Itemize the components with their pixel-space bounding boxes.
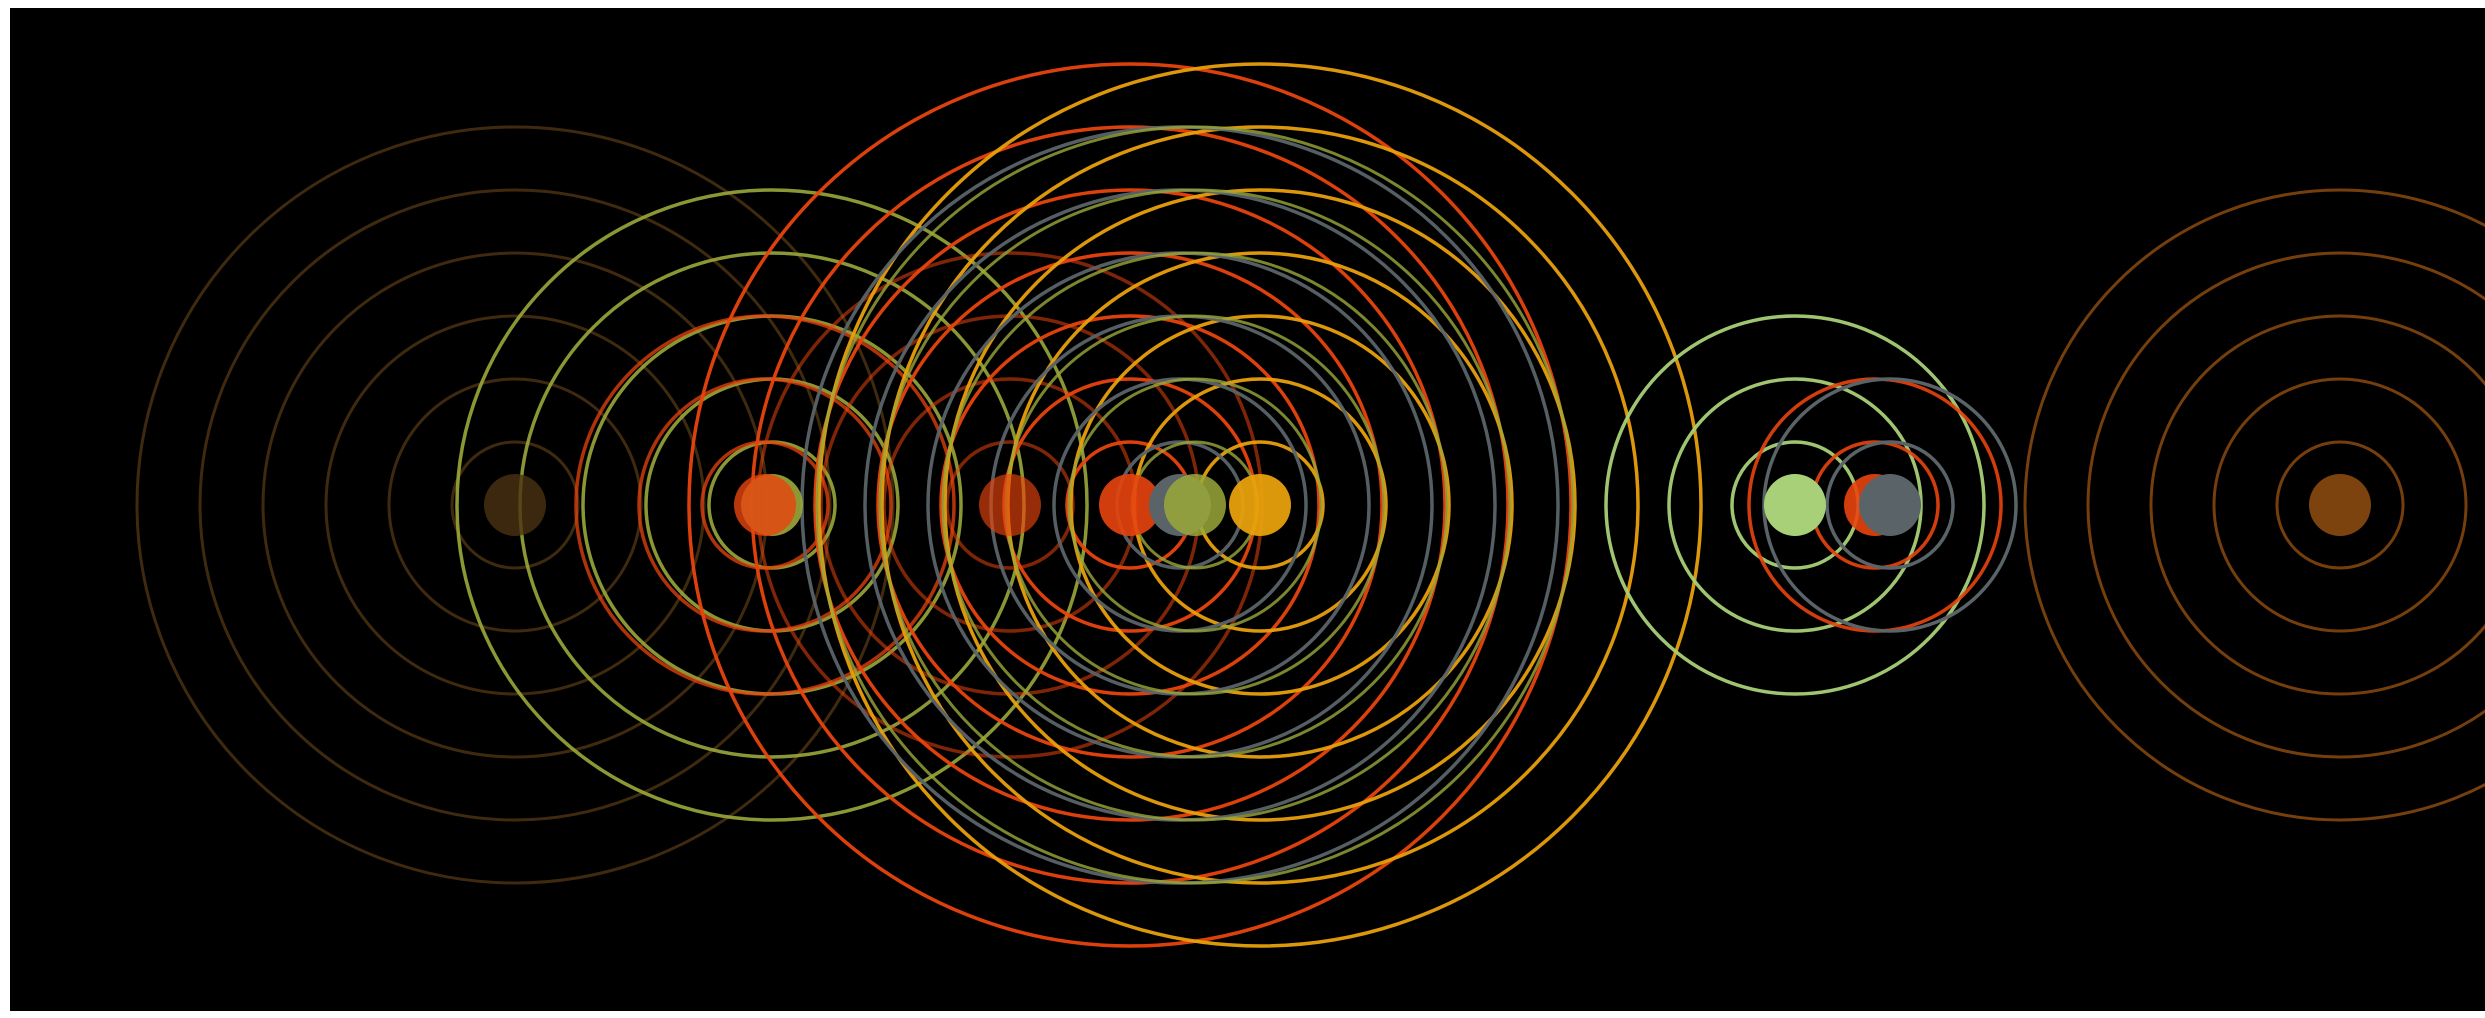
ring-g4-1 <box>945 440 1075 570</box>
ring-g8-4 <box>941 251 1449 759</box>
ring-g1-1 <box>450 440 580 570</box>
ring-g6-6 <box>880 125 1640 885</box>
ring-g1-2 <box>387 377 643 633</box>
center-dot-g1 <box>484 474 546 536</box>
ring-g3-3 <box>574 314 956 696</box>
ring-g5-5 <box>813 188 1447 822</box>
ring-g1-6 <box>135 125 895 885</box>
ring-group-g8 <box>815 125 1575 885</box>
ring-g5-4 <box>876 251 1384 759</box>
ring-g8-6 <box>815 125 1575 885</box>
ring-g6-3 <box>1069 314 1451 696</box>
ring-g6-5 <box>943 188 1577 822</box>
center-dot-g4 <box>979 474 1041 536</box>
ring-g12-5 <box>2023 188 2485 822</box>
center-dot-g3 <box>734 474 796 536</box>
ring-g1-5 <box>198 188 832 822</box>
dots-layer <box>484 474 2371 536</box>
ring-g11-1 <box>1825 440 1955 570</box>
center-dot-g11 <box>1859 474 1921 536</box>
ring-g2-5 <box>455 188 1089 822</box>
ring-g8-2 <box>1067 377 1323 633</box>
ring-g8-5 <box>878 188 1512 822</box>
ring-g12-1 <box>2275 440 2405 570</box>
ring-g12-4 <box>2086 251 2485 759</box>
ring-g9-3 <box>1604 314 1986 696</box>
concentric-circles-artwork <box>10 8 2485 1011</box>
ring-g1-3 <box>324 314 706 696</box>
ring-g3-2 <box>637 377 893 633</box>
center-dot-g6 <box>1229 474 1291 536</box>
ring-group-g1 <box>135 125 895 885</box>
center-dot-g9 <box>1764 474 1826 536</box>
ring-g12-2 <box>2212 377 2468 633</box>
center-dot-g8 <box>1164 474 1226 536</box>
center-dot-g12 <box>2309 474 2371 536</box>
ring-g12-3 <box>2149 314 2485 696</box>
ring-g5-3 <box>939 314 1321 696</box>
ring-g6-7 <box>817 62 1703 948</box>
center-dot-g5 <box>1099 474 1161 536</box>
ring-g5-7 <box>687 62 1573 948</box>
canvas-frame <box>10 8 2485 1011</box>
ring-group-g12 <box>2023 188 2485 822</box>
